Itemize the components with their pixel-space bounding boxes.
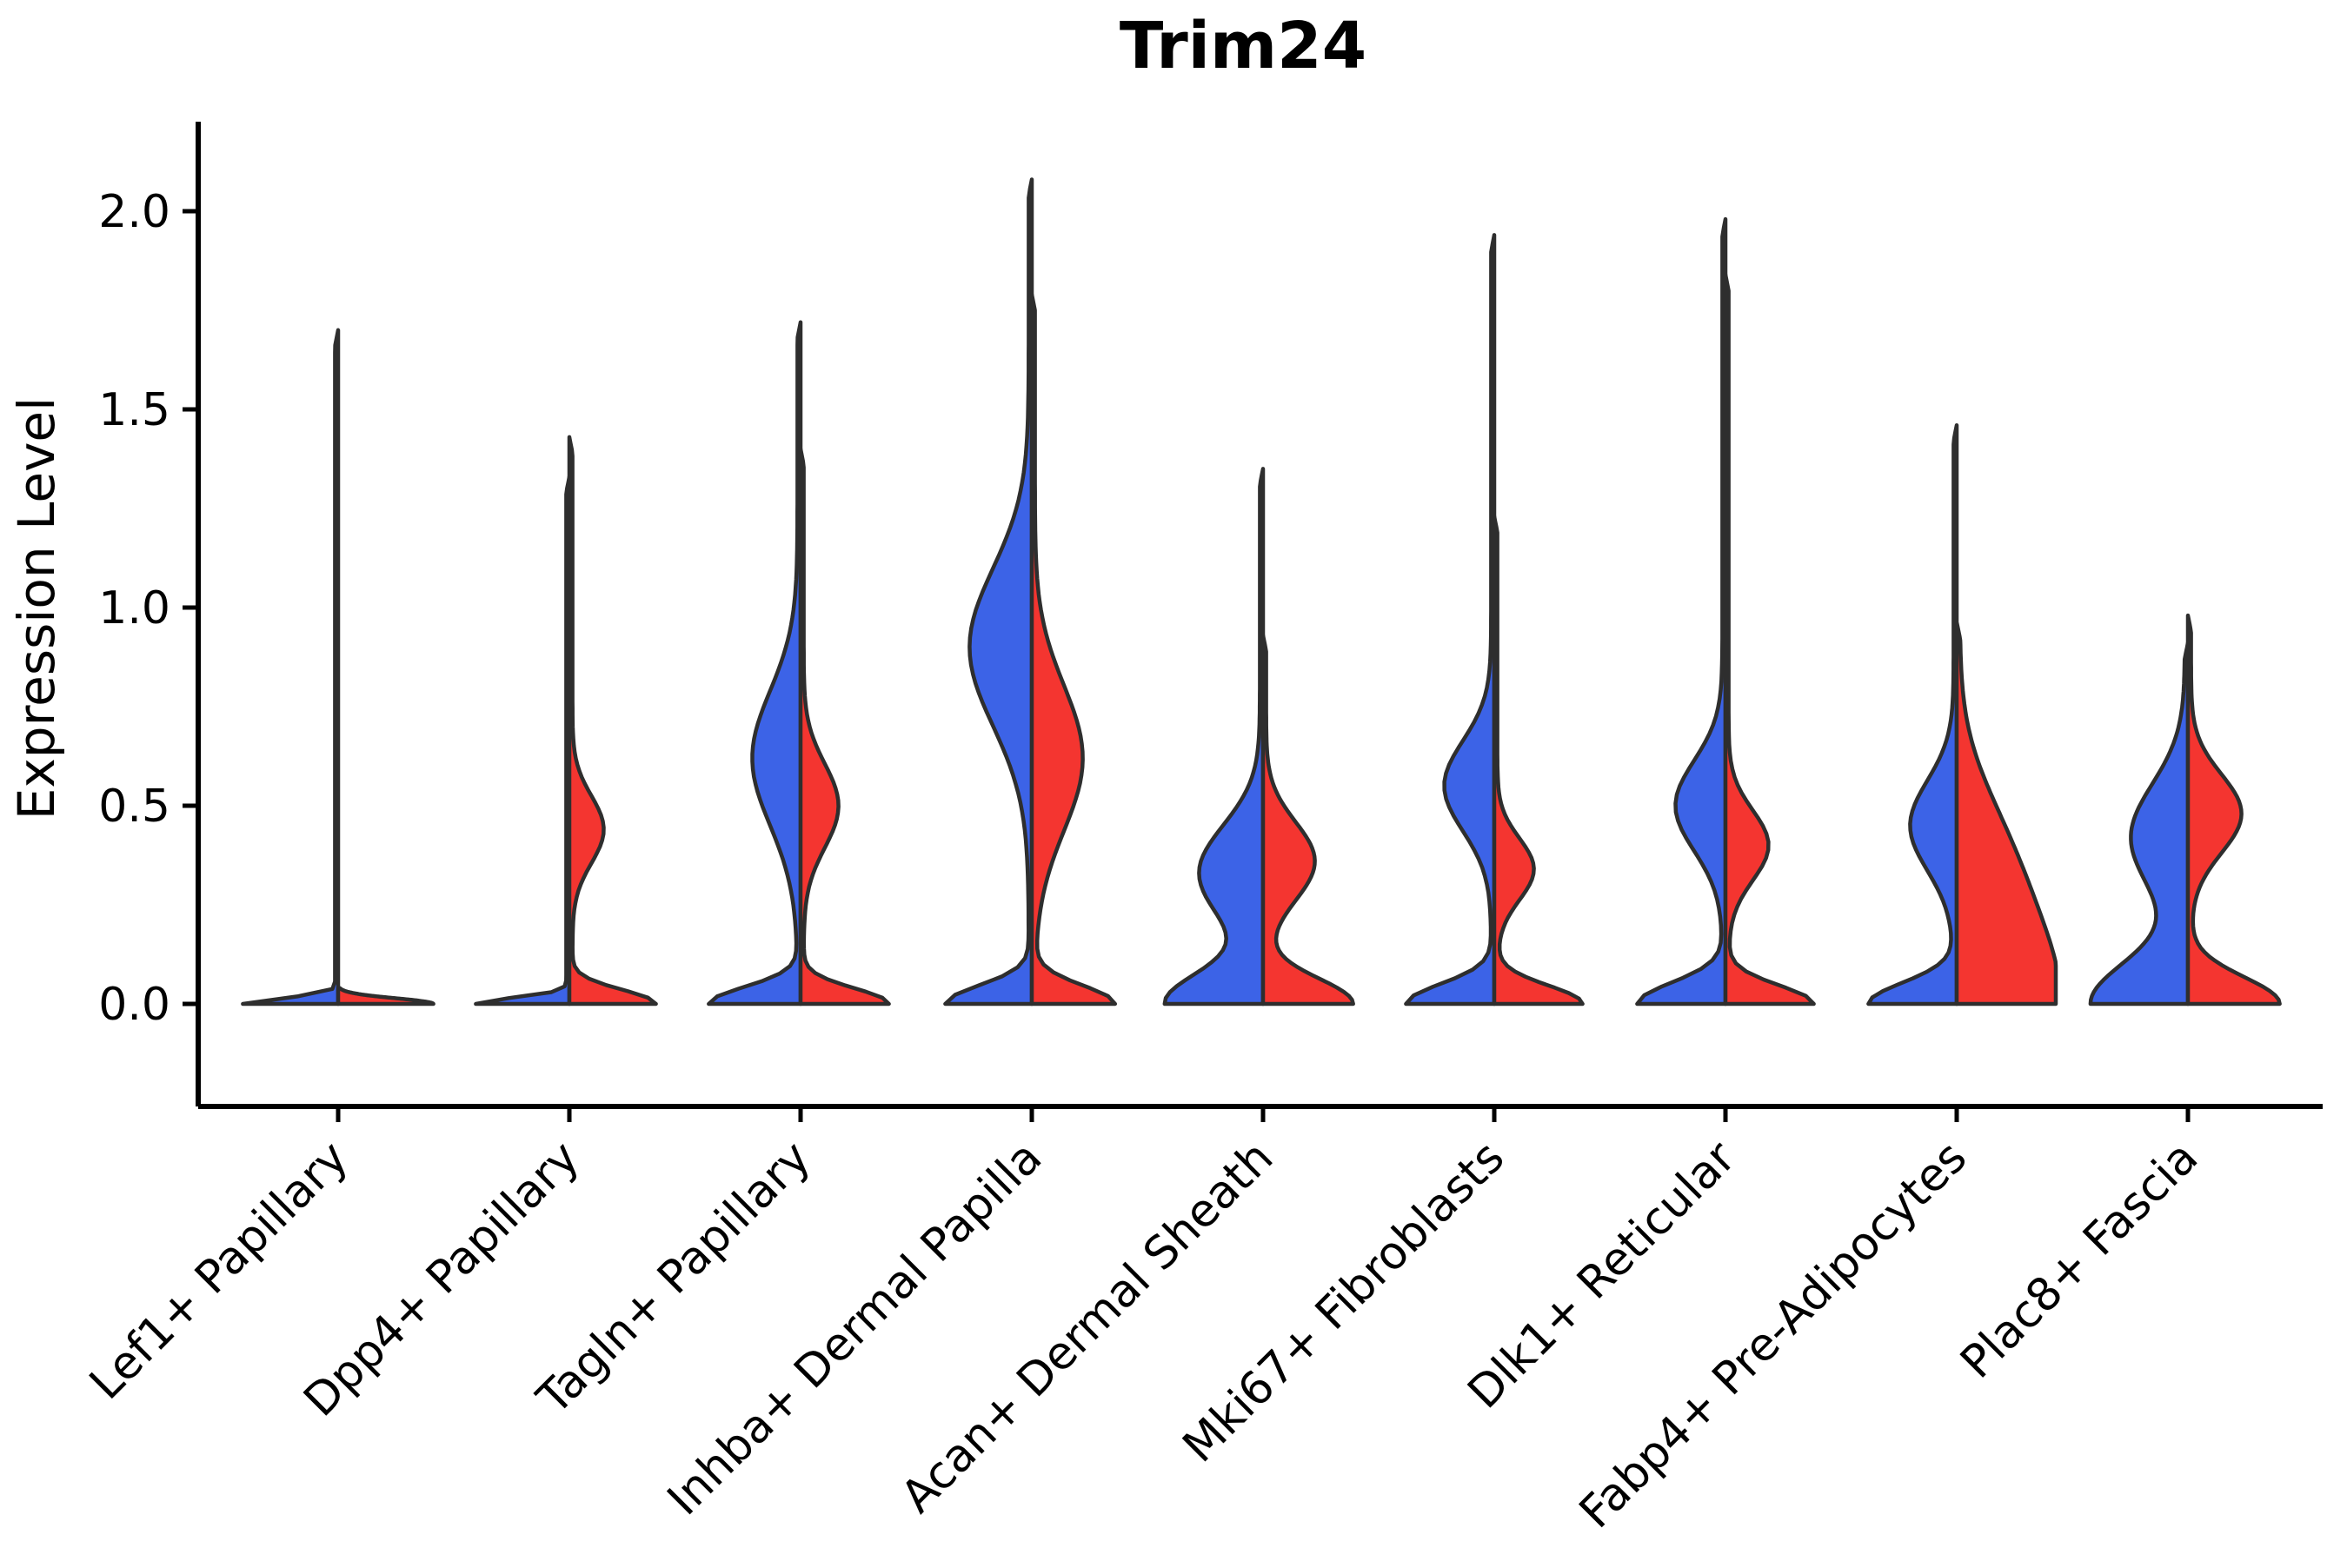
x-category-label: Plac8+ Fascia (1951, 1132, 2208, 1389)
violin-right-4 (1260, 633, 1355, 1007)
violin-left-0 (241, 328, 341, 1007)
y-tick-label: 1.5 (98, 384, 170, 436)
violin-right-1 (567, 435, 658, 1007)
violin-right-2 (798, 447, 891, 1007)
violin-left-7 (1866, 422, 1959, 1007)
x-category-label: Acan+ Dermal Sheath (892, 1132, 1284, 1524)
x-category-label: Fabp4+ Pre-Adipocytes (1570, 1132, 1977, 1538)
violin-right-5 (1492, 514, 1585, 1007)
violin-left-2 (707, 320, 803, 1007)
violin-left-6 (1635, 216, 1728, 1007)
violin-left-3 (943, 177, 1034, 1007)
chart-title: Trim24 (1120, 9, 1366, 83)
x-category-label: Inhba+ Dermal Papilla (658, 1132, 1052, 1525)
violin-left-4 (1162, 467, 1266, 1007)
violin-left-1 (474, 475, 572, 1007)
violin-left-8 (2088, 641, 2191, 1007)
violin-right-0 (336, 986, 435, 1007)
violin-right-6 (1723, 272, 1816, 1007)
violin-left-5 (1404, 233, 1497, 1007)
y-tick-label: 0.5 (98, 781, 170, 833)
y-tick-label: 2.0 (98, 186, 170, 238)
violin-right-3 (1029, 292, 1118, 1007)
violin-right-7 (1954, 621, 2058, 1007)
violin-right-8 (2185, 613, 2282, 1007)
y-tick-label: 1.0 (98, 582, 170, 635)
y-axis-label: Expression Level (7, 397, 66, 820)
y-tick-label: 0.0 (98, 979, 170, 1031)
